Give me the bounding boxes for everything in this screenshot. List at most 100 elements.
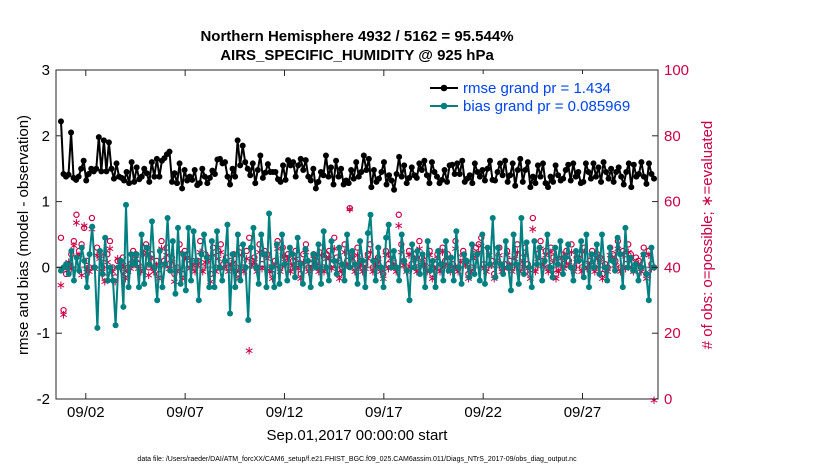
bias-point <box>416 270 423 277</box>
rmse-point <box>196 180 203 187</box>
obs-possible-point <box>80 224 88 232</box>
bias-point <box>96 247 103 254</box>
rmse-point <box>431 168 438 175</box>
bias-point <box>562 254 569 261</box>
bias-point <box>552 244 559 251</box>
rmse-point <box>471 160 478 167</box>
rmse-point <box>307 177 314 184</box>
rmse-point <box>418 167 425 174</box>
obs-evaluated-point: ∗ <box>355 258 365 272</box>
obs-evaluated-point: ∗ <box>412 265 422 279</box>
bias-point <box>229 251 236 258</box>
y-axis-label-right: # of obs: o=possible; ∗=evaluated <box>699 121 716 350</box>
obs-evaluated-point: ∗ <box>244 344 254 358</box>
bias-point <box>104 277 111 284</box>
bias-point <box>403 267 410 274</box>
rmse-point <box>524 159 531 166</box>
bias-point <box>427 267 434 274</box>
rmse-point <box>598 178 605 185</box>
obs-evaluated-point: ∗ <box>71 215 81 229</box>
obs-evaluated-point: ∗ <box>146 252 156 266</box>
bias-point <box>575 257 582 264</box>
bias-point <box>375 244 382 251</box>
rmse-point <box>502 157 509 164</box>
bias-point <box>531 238 538 245</box>
rmse-point <box>504 178 511 185</box>
bias-point <box>489 215 496 222</box>
bias-point <box>214 228 221 235</box>
rmse-point <box>68 129 75 136</box>
bias-point <box>619 284 626 291</box>
x-tick-label: 09/17 <box>365 404 403 421</box>
bias-point <box>219 277 226 284</box>
rmse-point <box>121 177 128 184</box>
rmse-point <box>479 167 486 174</box>
bias-point <box>601 264 608 271</box>
rmse-point <box>484 165 491 172</box>
obs-evaluated-point: ∗ <box>438 245 448 259</box>
bias-point <box>141 280 148 287</box>
bias-point <box>448 254 455 261</box>
obs-possible-point <box>106 237 114 245</box>
obs-evaluated-point: ∗ <box>399 258 409 272</box>
rmse-point <box>295 162 302 169</box>
rmse-point <box>300 167 307 174</box>
rmse-point <box>345 180 352 187</box>
bias-point <box>146 261 153 268</box>
obs-evaluated-point: ∗ <box>368 265 378 279</box>
legend-rmse-label: rmse grand pr = 1.434 <box>463 80 611 97</box>
rmse-point <box>623 168 630 175</box>
obs-evaluated-point: ∗ <box>613 242 623 256</box>
rmse-point <box>403 180 410 187</box>
rmse-point <box>648 170 655 177</box>
bias-point <box>385 221 392 228</box>
legend-bias-label: bias grand pr = 0.085969 <box>463 98 630 115</box>
rmse-point <box>153 155 160 162</box>
rmse-point <box>103 168 110 175</box>
obs-evaluated-point: ∗ <box>597 271 607 285</box>
rmse-point <box>234 137 241 144</box>
bias-point <box>130 261 137 268</box>
obs-evaluated-point: ∗ <box>56 278 66 292</box>
bias-point <box>315 241 322 248</box>
bias-point <box>643 270 650 277</box>
rmse-point <box>469 180 476 187</box>
y-left-tick-label: 3 <box>42 62 50 79</box>
bias-point <box>198 251 205 258</box>
rmse-point <box>572 173 579 180</box>
plot-area <box>55 69 659 400</box>
obs-evaluated-point: ∗ <box>100 275 110 289</box>
legend-bias-marker <box>440 102 448 110</box>
y-right-tick-label: 60 <box>664 194 681 211</box>
rmse-point <box>537 173 544 180</box>
rmse-point <box>481 177 488 184</box>
rmse-point <box>100 137 107 144</box>
obs-evaluated-point: ∗ <box>242 252 252 266</box>
y-right-tick-label: 80 <box>664 128 681 145</box>
rmse-point <box>110 175 117 182</box>
bias-point <box>164 215 171 222</box>
obs-possible-point <box>640 244 647 251</box>
bias-point <box>468 241 475 248</box>
rmse-point <box>451 170 458 177</box>
rmse-point <box>603 168 610 175</box>
obs-evaluated-point: ∗ <box>193 258 203 272</box>
obs-evaluated-point: ∗ <box>414 242 424 256</box>
rmse-point <box>398 173 405 180</box>
bias-point <box>461 251 468 258</box>
rmse-point <box>65 171 72 178</box>
bias-point <box>120 303 127 310</box>
obs-evaluated-point: ∗ <box>566 245 576 259</box>
obs-evaluated-point: ∗ <box>314 265 324 279</box>
rmse-point <box>297 155 304 162</box>
rmse-point <box>391 186 398 193</box>
rmse-point <box>444 178 451 185</box>
rmse-point <box>85 170 92 177</box>
rmse-point <box>204 180 211 187</box>
rmse-point <box>257 152 264 159</box>
obs-evaluated-point: ∗ <box>615 265 625 279</box>
rmse-point <box>562 167 569 174</box>
obs-evaluated-point: ∗ <box>180 252 190 266</box>
bias-point <box>583 231 590 238</box>
bias-point <box>237 277 244 284</box>
